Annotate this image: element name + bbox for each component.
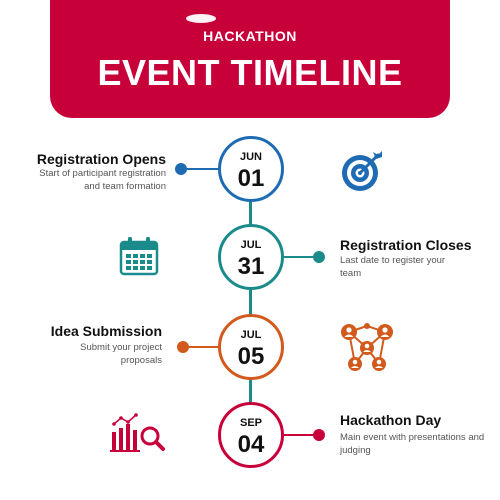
date-day: 05 [237,343,265,370]
header-banner: HACKATHON EVENT TIMELINE [50,0,450,118]
connector-line [185,168,219,170]
team-network-icon [341,323,393,371]
event-description: Main event with presentations and judgin… [340,432,485,456]
decorative-pill [186,14,216,23]
target-icon [342,151,382,191]
event-description: Submit your project proposals [80,342,162,366]
timeline-line [249,185,252,425]
event-title: Idea Submission [50,323,162,339]
connector-dot [313,251,325,263]
header-title: EVENT TIMELINE [97,52,403,93]
date-circle-3: JUL 05 [218,314,284,380]
connector-line [283,256,317,258]
event-description: Last date to register your team [340,255,446,279]
date-day: 01 [237,165,265,192]
connector-line [283,434,317,436]
date-month: JUL [240,239,262,251]
date-circle-2: JUL 31 [218,224,284,290]
connector-dot [177,341,189,353]
header-subtitle: HACKATHON [203,28,297,44]
date-circle-1: JUN 01 [218,136,284,202]
date-month: JUL [240,329,262,341]
date-month: JUN [239,151,262,163]
event-title: Hackathon Day [340,412,442,428]
event-description: Start of participant registration and te… [39,168,166,192]
connector-dot [175,163,187,175]
date-circle-4: SEP 04 [218,402,284,468]
calendar-icon [119,237,159,276]
connector-line [187,346,219,348]
date-day: 04 [237,431,265,458]
event-title: Registration Closes [340,237,472,253]
analytics-search-icon [110,413,165,452]
date-day: 31 [237,253,265,280]
connector-dot [313,429,325,441]
event-title: Registration Opens [36,151,166,167]
date-month: SEP [239,417,262,429]
